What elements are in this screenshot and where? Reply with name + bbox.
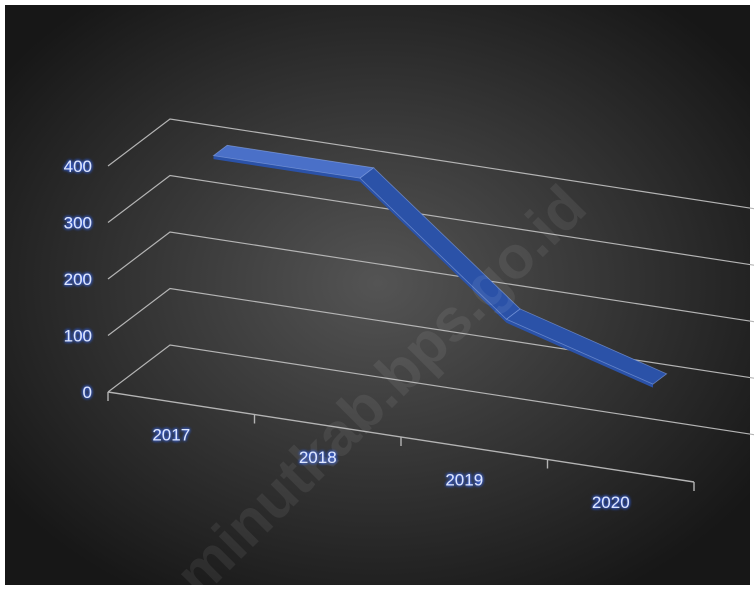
chart-background (5, 5, 750, 585)
y-axis-tick-label: 400 (64, 157, 92, 176)
y-axis-tick-label: 300 (64, 214, 92, 233)
x-axis-tick-label: 2017 (152, 425, 190, 444)
x-axis-tick-label: 2020 (592, 493, 630, 512)
y-axis-tick-label: 200 (64, 270, 92, 289)
x-axis-tick-label: 2019 (445, 470, 483, 489)
y-axis-tick-label: 0 (83, 383, 92, 402)
y-axis-tick-label: 100 (64, 327, 92, 346)
